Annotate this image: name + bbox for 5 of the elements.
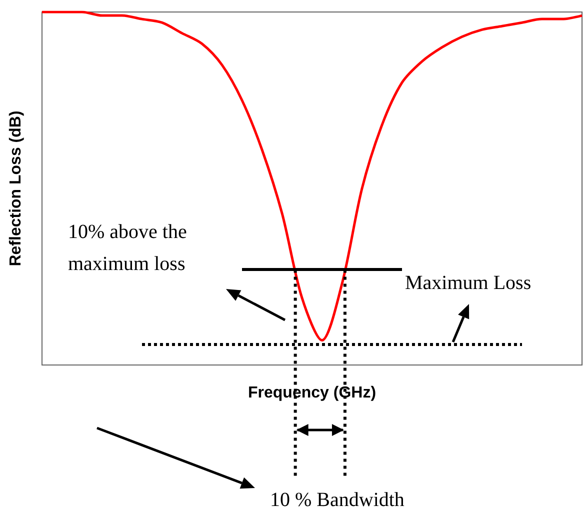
x-axis-title: Frequency (GHz) (248, 384, 376, 402)
annotation: 10% above the maximum loss (68, 220, 187, 277)
annotation: Maximum Loss (405, 271, 532, 296)
text: 10 % Bandwidth (270, 488, 404, 513)
y-axis-title: Reflection Loss (dB) (8, 110, 24, 266)
